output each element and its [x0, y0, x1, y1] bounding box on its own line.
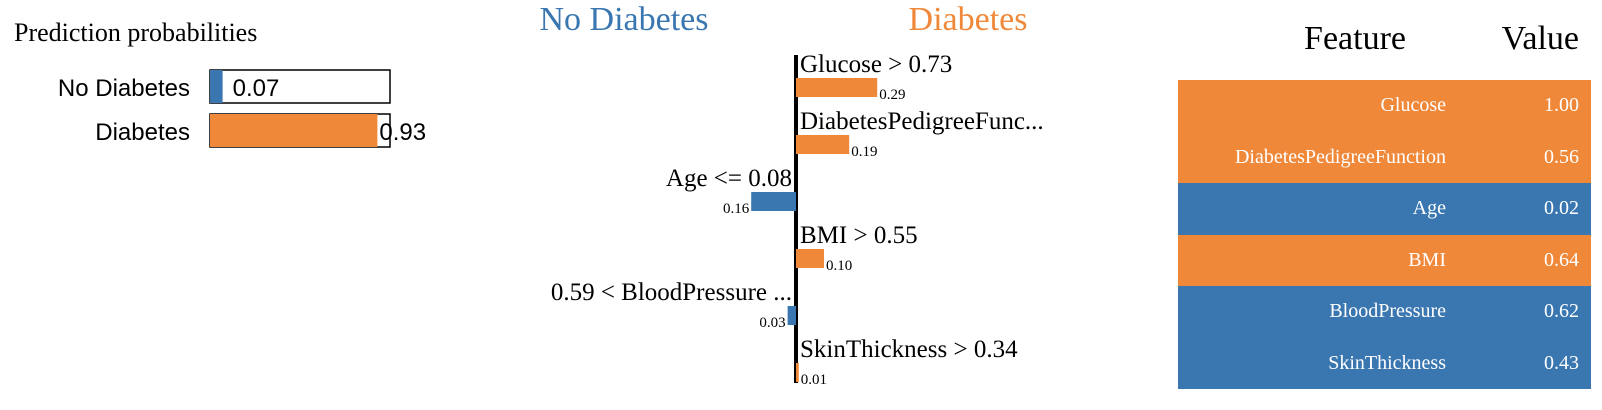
- probabilities-panel: No Diabetes 0.07 Diabetes 0.93: [58, 69, 426, 148]
- feature-condition-label: Glucose > 0.73: [800, 51, 952, 78]
- feature-weight-bar: [751, 192, 796, 211]
- feature-condition-label: SkinThickness > 0.34: [800, 336, 1018, 363]
- feature-condition-label: Age <= 0.08: [666, 165, 792, 192]
- feature-table-row: DiabetesPedigreeFunction 0.56: [1178, 131, 1591, 183]
- feature-value-cell: 0.62: [1544, 300, 1579, 323]
- probability-label: Diabetes: [95, 119, 190, 146]
- positive-class-header: Diabetes: [909, 1, 1028, 38]
- feature-name-cell: Glucose: [1380, 94, 1446, 117]
- probability-bar: [210, 70, 223, 103]
- probabilities-title: Prediction probabilities: [14, 18, 257, 47]
- feature-value-cell: 0.43: [1544, 351, 1579, 374]
- feature-weight-value: 0.19: [851, 144, 877, 160]
- feature-weight-bar: [796, 363, 799, 382]
- negative-class-header: No Diabetes: [539, 1, 708, 38]
- feature-table-header: Feature Value: [1178, 20, 1591, 80]
- feature-name-cell: BloodPressure: [1329, 300, 1446, 323]
- feature-weight-bar: [796, 249, 824, 268]
- value-column-header: Value: [1501, 20, 1579, 57]
- feature-condition-label: 0.59 < BloodPressure ...: [551, 279, 792, 306]
- feature-weight-value: 0.03: [759, 315, 785, 331]
- feature-weight-bar: [796, 78, 878, 97]
- feature-value-cell: 1.00: [1544, 94, 1579, 117]
- probability-value: 0.93: [379, 119, 426, 146]
- feature-table-row: BloodPressure 0.62: [1178, 286, 1591, 338]
- feature-name-cell: BMI: [1408, 248, 1446, 271]
- feature-weight-value: 0.29: [879, 87, 905, 103]
- feature-value-cell: 0.56: [1544, 145, 1579, 168]
- feature-weight-value: 0.01: [801, 372, 827, 388]
- feature-table-row: Age 0.02: [1178, 183, 1591, 235]
- feature-table-row: Glucose 1.00: [1178, 80, 1591, 132]
- feature-table-row: BMI 0.64: [1178, 234, 1591, 286]
- probability-value: 0.07: [233, 75, 280, 102]
- probability-label: No Diabetes: [58, 75, 190, 102]
- feature-column-header: Feature: [1304, 20, 1406, 57]
- feature-value-table: Feature Value Glucose 1.00 DiabetesPedigre…: [1178, 20, 1591, 389]
- feature-weight-value: 0.16: [723, 201, 750, 217]
- feature-value-cell: 0.02: [1544, 197, 1579, 220]
- feature-condition-label: DiabetesPedigreeFunc...: [800, 108, 1044, 135]
- probability-bar: [210, 114, 378, 147]
- feature-weight-bar: [796, 135, 850, 154]
- feature-table-row: SkinThickness 0.43: [1178, 337, 1591, 389]
- feature-weights-chart: Glucose > 0.73 0.29 DiabetesPedigreeFunc..…: [551, 51, 1044, 388]
- feature-name-cell: Age: [1412, 197, 1446, 220]
- feature-value-cell: 0.64: [1544, 248, 1579, 271]
- lime-explanation-chart: Prediction probabilities No Diabetes 0.07…: [14, 1, 1044, 388]
- feature-weight-value: 0.10: [826, 258, 852, 274]
- feature-condition-label: BMI > 0.55: [800, 222, 918, 249]
- feature-weight-bar: [787, 306, 796, 325]
- feature-name-cell: DiabetesPedigreeFunction: [1234, 145, 1446, 168]
- feature-name-cell: SkinThickness: [1328, 351, 1446, 374]
